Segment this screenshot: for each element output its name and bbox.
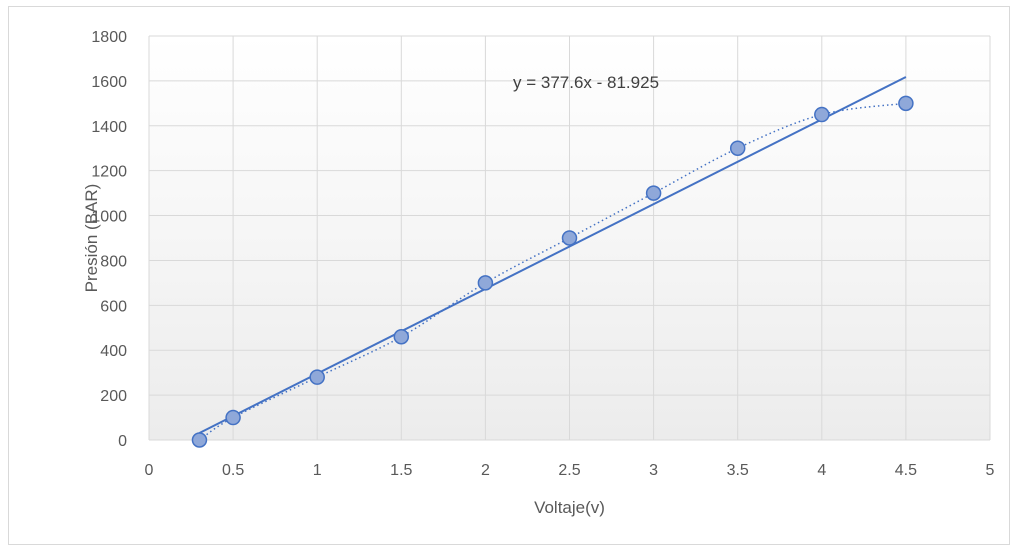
x-tick-label: 4.5 [895,462,917,479]
y-axis-title: Presión (BAR) [82,184,101,293]
data-point [729,140,746,156]
x-tick-label: 0.5 [222,462,244,479]
y-tick-label: 600 [100,298,127,315]
x-tick-label: 3.5 [727,462,749,479]
x-tick-label: 1 [313,462,322,479]
x-axis-ticks: 0 0.5 1 1.5 2 2.5 3 3.5 4 4.5 5 [145,462,995,479]
trendline-equation: y = 377.6x - 81.925 [513,73,659,92]
data-point [191,432,208,448]
y-tick-label: 800 [100,253,127,270]
x-tick-label: 5 [986,462,995,479]
data-points [191,95,914,448]
y-tick-label: 1600 [91,74,127,91]
x-tick-label: 0 [145,462,154,479]
data-point [814,106,830,123]
x-axis-title: Voltaje(v) [534,498,605,517]
x-tick-label: 4 [817,462,826,479]
data-point [561,230,578,246]
y-tick-label: 400 [100,343,127,360]
y-axis-ticks: 0 200 400 600 800 1000 1200 1400 1600 1800 [91,29,127,450]
data-point [898,95,914,112]
y-tick-label: 1400 [91,119,127,136]
x-tick-label: 2.5 [558,462,580,479]
y-tick-label: 1800 [91,29,127,46]
data-point [225,409,241,426]
x-tick-label: 3 [649,462,658,479]
y-tick-label: 1000 [91,209,127,226]
y-tick-label: 1200 [91,164,127,181]
data-point [477,275,494,291]
y-tick-label: 200 [100,388,127,405]
x-tick-label: 1.5 [390,462,412,479]
data-point [393,329,410,345]
y-tick-label: 0 [118,433,127,450]
data-point [645,185,662,201]
data-point [309,369,325,385]
x-tick-label: 2 [481,462,490,479]
